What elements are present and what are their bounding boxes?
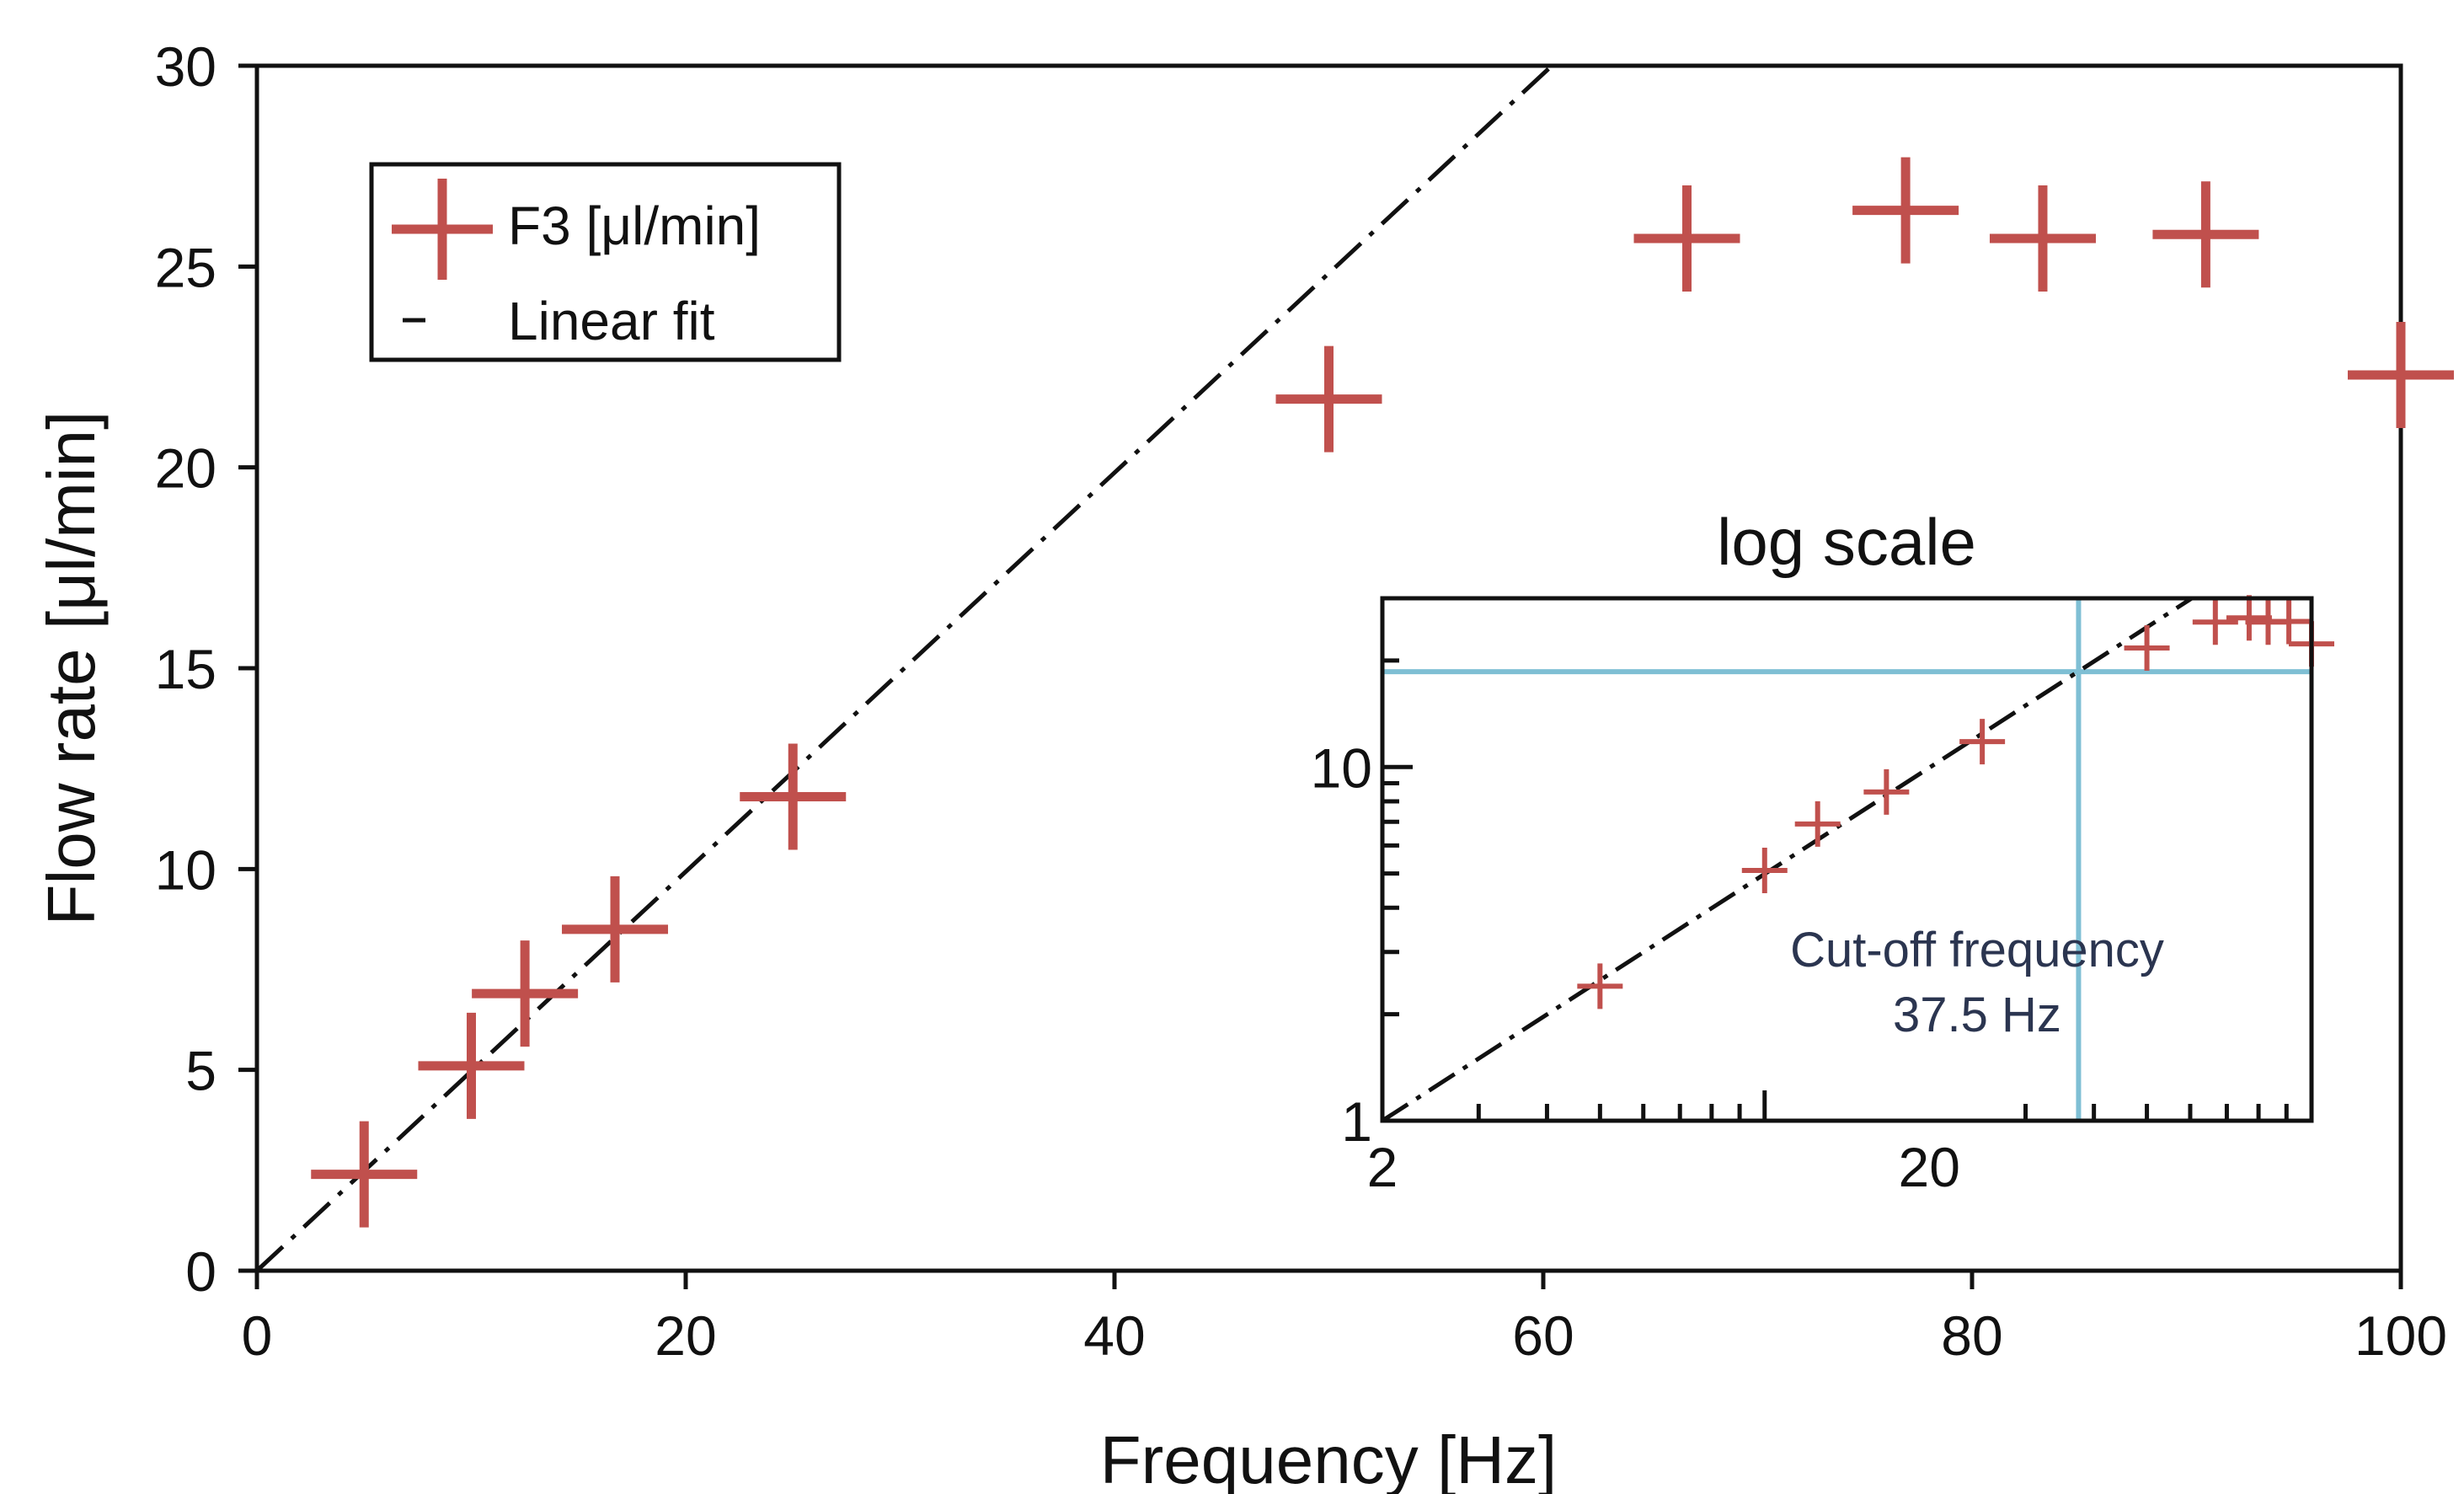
main-linear-fit — [255, 64, 1553, 1272]
main-point-3 — [562, 876, 669, 983]
inset-fit-line — [1381, 596, 2194, 1123]
main-point-7 — [1852, 157, 1959, 264]
legend-label-f3: F3 [μl/min] — [508, 195, 761, 256]
inset-linear-fit — [1381, 596, 2194, 1123]
main-axis-ticks: 0 20 40 60 80 100 0 5 10 15 20 25 30 — [155, 35, 2447, 1367]
inset-chart: log scale 2 20 1 10 Cut-off frequency 37.5 … — [1311, 505, 2334, 1198]
main-point-8 — [1989, 185, 2096, 292]
cutoff-annotation-line2: 37.5 Hz — [1893, 988, 2061, 1042]
main-point-0 — [311, 1121, 418, 1228]
main-data-points — [311, 157, 2454, 1228]
inset-point-9 — [2266, 598, 2312, 645]
y-tick-label-5: 25 — [155, 236, 216, 298]
inset-data-points — [1577, 595, 2334, 1009]
inset-background — [1382, 598, 2312, 1121]
inset-title: log scale — [1717, 505, 1976, 579]
inset-point-5 — [2124, 625, 2170, 672]
main-fit-line — [255, 64, 1553, 1272]
legend-marker-f3 — [392, 179, 493, 280]
inset-frame — [1380, 596, 2314, 1123]
main-point-9 — [2152, 181, 2259, 288]
legend: F3 [μl/min] Linear fit — [369, 162, 842, 362]
inset-x-tick-label-0: 2 — [1367, 1136, 1398, 1198]
inset-y-tick-label-1: 10 — [1311, 736, 1372, 799]
inset-point-2 — [1794, 801, 1841, 847]
y-axis-title: Flow rate [μl/min] — [34, 411, 109, 926]
inset-point-3 — [1863, 768, 1910, 815]
legend-label-fit: Linear fit — [508, 291, 715, 351]
x-axis-title: Frequency [Hz] — [1100, 1422, 1557, 1494]
legend-box — [369, 162, 842, 362]
main-point-5 — [1275, 345, 1382, 452]
y-tick-label-1: 5 — [185, 1040, 216, 1102]
main-point-4 — [740, 743, 847, 850]
inset-point-4 — [1959, 719, 2006, 765]
x-tick-label-0: 0 — [242, 1304, 273, 1367]
inset-x-tick-label-1: 20 — [1899, 1136, 1960, 1198]
inset-y-tick-label-0: 1 — [1341, 1090, 1372, 1153]
x-tick-label-3: 60 — [1512, 1304, 1574, 1367]
y-tick-label-3: 15 — [155, 638, 216, 700]
inset-point-1 — [1741, 848, 1788, 894]
y-tick-label-0: 0 — [185, 1240, 216, 1303]
inset-reference-lines — [1382, 598, 2312, 1121]
main-point-10 — [2348, 322, 2454, 429]
x-tick-label-2: 40 — [1083, 1304, 1145, 1367]
y-tick-label-4: 20 — [155, 437, 216, 500]
cutoff-annotation-line1: Cut-off frequency — [1790, 923, 2164, 977]
x-tick-label-4: 80 — [1941, 1304, 2002, 1367]
y-tick-label-6: 30 — [155, 35, 216, 98]
y-tick-label-2: 10 — [155, 838, 216, 901]
x-tick-label-5: 100 — [2354, 1304, 2447, 1367]
inset-point-7 — [2226, 595, 2272, 641]
inset-point-6 — [2192, 599, 2238, 645]
main-point-2 — [472, 940, 579, 1047]
x-tick-label-1: 20 — [655, 1304, 716, 1367]
inset-point-0 — [1577, 963, 1623, 1009]
main-point-6 — [1633, 185, 1740, 292]
main-point-1 — [418, 1012, 525, 1119]
